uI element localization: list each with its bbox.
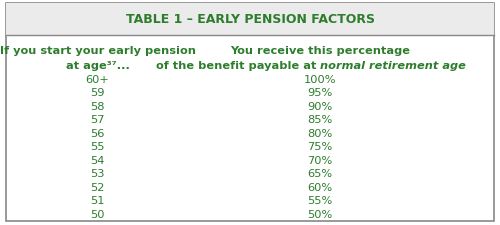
Text: 100%: 100% [304,75,336,85]
Text: 55: 55 [90,142,105,152]
Text: 80%: 80% [308,129,332,139]
Text: 59: 59 [90,88,105,98]
Text: normal retirement age: normal retirement age [320,61,466,71]
Text: 50: 50 [90,210,105,220]
Text: TABLE 1 – EARLY PENSION FACTORS: TABLE 1 – EARLY PENSION FACTORS [126,13,374,25]
Text: 60+: 60+ [86,75,110,85]
Text: 75%: 75% [308,142,332,152]
Text: 54: 54 [90,156,104,166]
Text: 60%: 60% [308,183,332,193]
Text: at age³⁷...: at age³⁷... [66,61,130,71]
Text: 95%: 95% [308,88,332,98]
Text: You receive this percentage: You receive this percentage [230,46,410,56]
Text: 90%: 90% [308,102,332,112]
Text: 57: 57 [90,115,105,125]
Text: 55%: 55% [308,196,332,206]
Bar [6,3,494,35]
Text: of the benefit payable at: of the benefit payable at [156,61,320,71]
Text: 51: 51 [90,196,105,206]
Text: 50%: 50% [308,210,332,220]
Text: 53: 53 [90,169,105,179]
Text: 65%: 65% [308,169,332,179]
Text: 52: 52 [90,183,104,193]
Text: 56: 56 [90,129,104,139]
Text: 58: 58 [90,102,105,112]
Text: If you start your early pension: If you start your early pension [0,46,196,56]
Text: 70%: 70% [308,156,332,166]
Text: 85%: 85% [308,115,332,125]
